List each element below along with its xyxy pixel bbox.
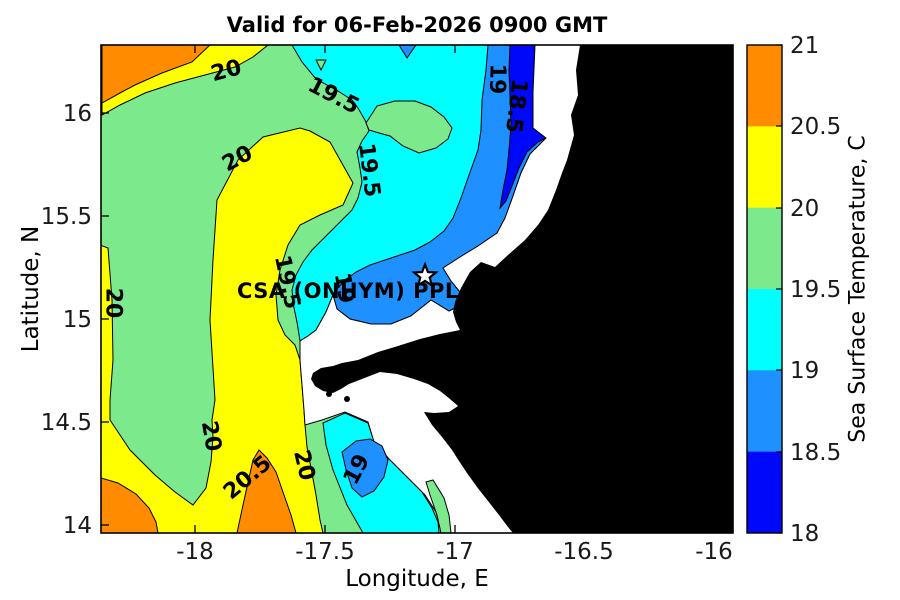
x-tick-label-3: -16.5 <box>554 539 614 565</box>
sst-blue-south-patch <box>341 438 389 498</box>
land-mask <box>311 45 733 533</box>
sst-green-tongue <box>365 100 453 154</box>
y-tick-label-4: 14 <box>63 513 92 539</box>
sst-green-strip-south <box>425 479 452 533</box>
colorbar-tick-label-5: 18.5 <box>790 440 841 466</box>
x-axis-label: Longitude, E <box>345 566 489 592</box>
contour-label-9: 20 <box>196 419 226 454</box>
star-marker <box>411 261 439 288</box>
islet-0 <box>326 391 332 397</box>
contour-label-8: 19 <box>329 271 359 306</box>
islet-1 <box>344 396 350 402</box>
y-tick-label-1: 15.5 <box>41 204 92 230</box>
x-tick-label-2: -17 <box>436 539 474 565</box>
colorbar-tick-label-1: 20.5 <box>790 114 841 140</box>
sst-green-notch <box>315 59 327 72</box>
station-label: CSA (ONHYM) PPL E <box>237 279 481 303</box>
colorbar-band-0 <box>747 45 782 127</box>
plot-title: Valid for 06-Feb-2026 0900 GMT <box>226 13 608 37</box>
colorbar-tick-label-4: 19 <box>790 358 819 384</box>
y-tick-label-0: 16 <box>63 101 92 127</box>
sst-orange-topleft <box>101 45 211 104</box>
colorbar-band-4 <box>747 370 782 453</box>
y-tick-label-2: 15 <box>63 307 92 333</box>
colorbar-band-3 <box>747 289 782 371</box>
colorbar-band-5 <box>747 451 782 534</box>
x-tick-label-4: -16 <box>695 539 733 565</box>
contour-label-4: 19 <box>484 63 510 94</box>
colorbar-tick-label-3: 19.5 <box>790 277 841 303</box>
x-tick-label-0: -18 <box>176 539 214 565</box>
colorbar-band-1 <box>747 126 782 209</box>
colorbar-tick-label-2: 20 <box>790 196 819 222</box>
sst-orange-south <box>236 449 297 533</box>
contour-label-6: 20 <box>100 288 125 319</box>
colorbar-label: Sea Surface Temperature, C <box>845 135 871 443</box>
colorbar-tick-label-0: 21 <box>790 33 819 59</box>
sst-orange-sw <box>101 477 159 533</box>
colorbar-tick-label-6: 18 <box>790 521 819 547</box>
sst-blue-notch-top <box>398 45 417 59</box>
colorbar-band-2 <box>747 207 782 290</box>
x-tick-label-1: -17.5 <box>295 539 355 565</box>
y-tick-label-3: 14.5 <box>41 410 92 436</box>
y-axis-label: Latitude, N <box>18 225 44 353</box>
plot-frame <box>100 44 734 534</box>
